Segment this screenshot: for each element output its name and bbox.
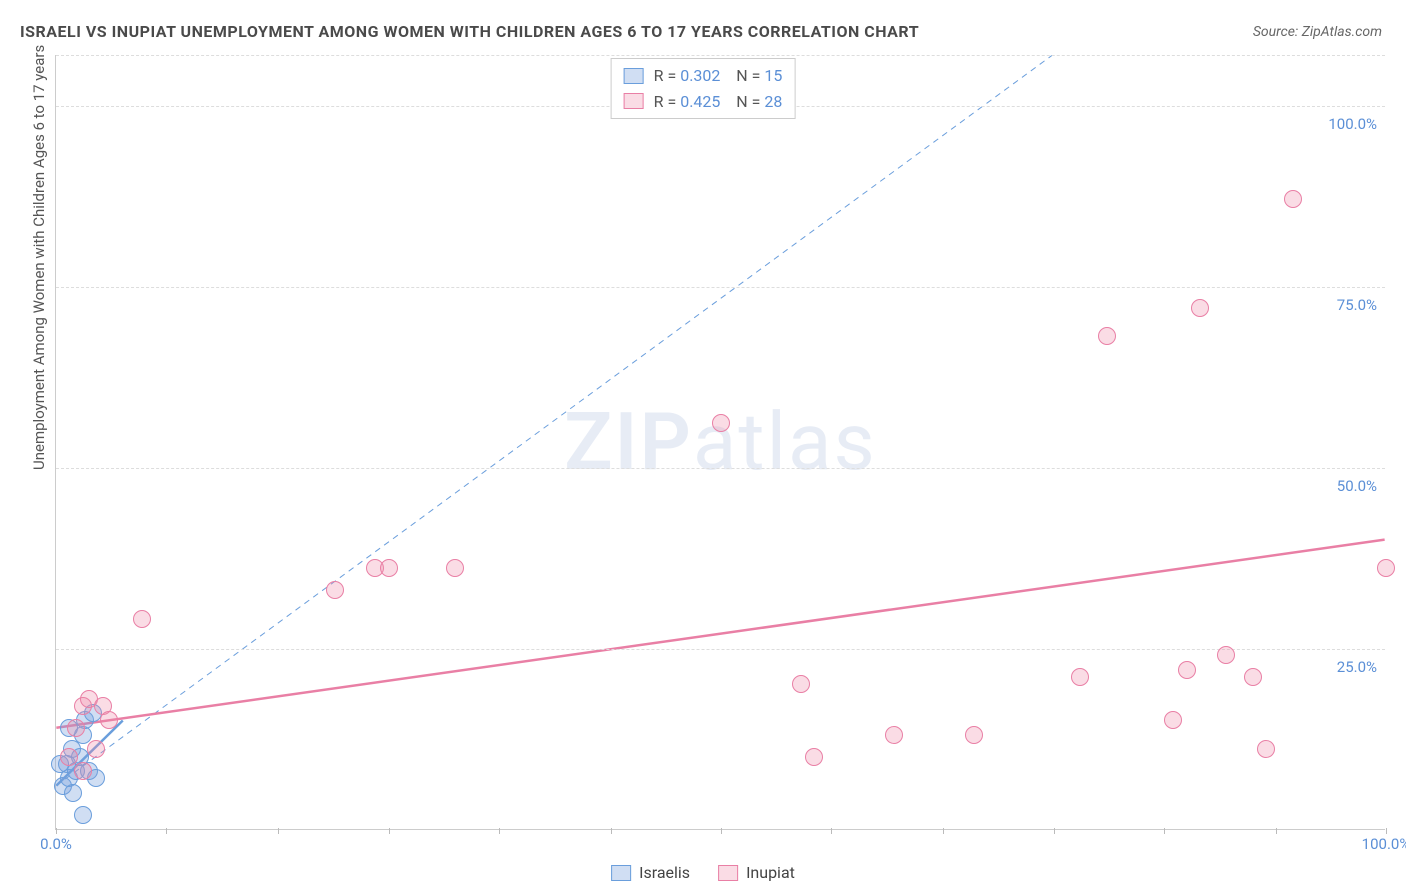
x-tick (721, 828, 722, 834)
x-tick-label: 100.0% (1362, 835, 1406, 853)
legend-label: Inupiat (746, 863, 795, 882)
watermark: ZIPatlas (564, 395, 877, 489)
chart-title: ISRAELI VS INUPIAT UNEMPLOYMENT AMONG WO… (20, 22, 919, 41)
x-tick (1276, 828, 1277, 834)
data-point (1178, 661, 1196, 679)
x-tick (1054, 828, 1055, 834)
data-point (74, 806, 92, 824)
data-point (712, 414, 730, 432)
legend-text: R = 0.425 N = 28 (654, 89, 783, 115)
source-attribution: Source: ZipAtlas.com (1253, 24, 1382, 40)
data-point (1217, 646, 1235, 664)
y-tick-label: 50.0% (1337, 477, 1377, 495)
data-point (1377, 559, 1395, 577)
data-point (885, 726, 903, 744)
legend-item: Inupiat (718, 863, 795, 882)
data-point (1244, 668, 1262, 686)
x-tick (56, 828, 57, 834)
regression-lines-layer (56, 55, 1385, 829)
legend-label: Israelis (639, 863, 690, 882)
correlation-legend: R = 0.302 N = 15R = 0.425 N = 28 (611, 58, 796, 119)
data-point (64, 784, 82, 802)
x-tick (389, 828, 390, 834)
x-tick (166, 828, 167, 834)
legend-row: R = 0.302 N = 15 (624, 63, 783, 89)
series-legend: Israelis Inupiat (611, 863, 795, 882)
data-point (1284, 190, 1302, 208)
y-tick-label: 100.0% (1328, 115, 1377, 133)
legend-row: R = 0.425 N = 28 (624, 89, 783, 115)
data-point (67, 719, 85, 737)
legend-swatch (718, 865, 738, 881)
grid-line (56, 55, 1385, 56)
x-tick (611, 828, 612, 834)
grid-line (56, 649, 1385, 650)
data-point (100, 711, 118, 729)
legend-swatch (624, 93, 644, 109)
y-tick-label: 25.0% (1337, 658, 1377, 676)
grid-line (56, 468, 1385, 469)
data-point (1191, 299, 1209, 317)
data-point (805, 748, 823, 766)
data-point (74, 762, 92, 780)
data-point (965, 726, 983, 744)
data-point (1257, 740, 1275, 758)
data-point (792, 675, 810, 693)
legend-swatch (624, 68, 644, 84)
x-tick (943, 828, 944, 834)
data-point (446, 559, 464, 577)
data-point (1098, 327, 1116, 345)
x-tick (278, 828, 279, 834)
legend-swatch (611, 865, 631, 881)
data-point (133, 610, 151, 628)
data-point (1164, 711, 1182, 729)
grid-line (56, 287, 1385, 288)
legend-item: Israelis (611, 863, 690, 882)
data-point (60, 748, 78, 766)
x-tick-label: 0.0% (40, 835, 72, 853)
legend-text: R = 0.302 N = 15 (654, 63, 783, 89)
y-axis-label: Unemployment Among Women with Children A… (30, 45, 48, 470)
scatter-plot-area: ZIPatlas 25.0%50.0%75.0%100.0%0.0%100.0% (55, 55, 1385, 830)
x-tick (499, 828, 500, 834)
data-point (380, 559, 398, 577)
data-point (326, 581, 344, 599)
y-tick-label: 75.0% (1337, 296, 1377, 314)
x-tick (1164, 828, 1165, 834)
x-tick (1386, 828, 1387, 834)
data-point (1071, 668, 1089, 686)
data-point (87, 740, 105, 758)
x-tick (831, 828, 832, 834)
